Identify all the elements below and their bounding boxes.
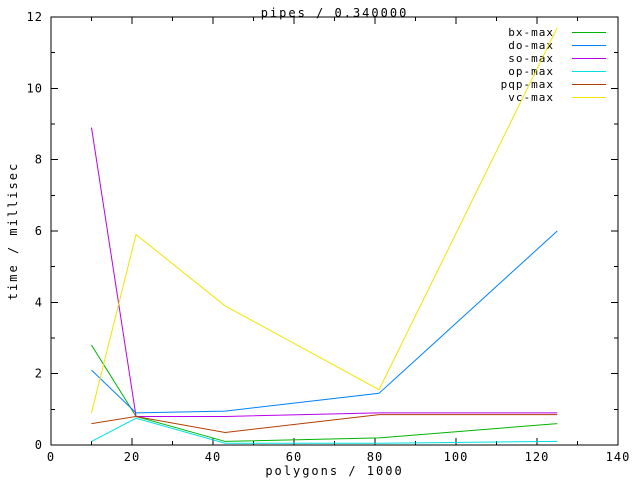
legend-swatch-op-max bbox=[572, 71, 606, 72]
legend-swatch-pqp-max bbox=[572, 84, 606, 85]
legend-row-bx-max: bx-max bbox=[501, 26, 606, 39]
legend-label-op-max: op-max bbox=[508, 65, 554, 78]
legend-label-so-max: so-max bbox=[508, 52, 554, 65]
x-tick-label: 100 bbox=[444, 450, 469, 464]
legend-swatch-vc-max bbox=[572, 97, 606, 98]
legend-label-vc-max: vc-max bbox=[508, 91, 554, 104]
y-tick-label: 4 bbox=[35, 295, 43, 309]
x-tick-label: 20 bbox=[124, 450, 140, 464]
y-tick-label: 2 bbox=[35, 367, 43, 381]
series-line-pqp-max bbox=[91, 414, 558, 434]
x-axis-label: polygons / 1000 bbox=[265, 464, 404, 478]
x-tick-label: 40 bbox=[205, 450, 221, 464]
legend-label-bx-max: bx-max bbox=[508, 26, 554, 39]
legend-swatch-bx-max bbox=[572, 32, 606, 33]
x-tick-label: 0 bbox=[47, 450, 55, 464]
y-tick-label: 8 bbox=[35, 153, 43, 167]
legend-label-do-max: do-max bbox=[508, 39, 554, 52]
y-tick-label: 6 bbox=[35, 224, 43, 238]
y-tick-label: 10 bbox=[27, 81, 43, 95]
chart-title: pipes / 0.340000 bbox=[260, 6, 409, 20]
legend-swatch-do-max bbox=[572, 45, 606, 46]
series-line-op-max bbox=[91, 417, 558, 444]
series-line-so-max bbox=[91, 127, 558, 417]
series-line-bx-max bbox=[91, 344, 558, 442]
series-lines bbox=[91, 27, 558, 444]
legend-label-pqp-max: pqp-max bbox=[500, 78, 554, 91]
y-axis-label: time / millisec bbox=[6, 161, 20, 301]
legend-row-so-max: so-max bbox=[501, 52, 606, 65]
y-tick-label: 12 bbox=[27, 10, 43, 24]
series-line-vc-max bbox=[91, 27, 558, 414]
y-tick-label: 0 bbox=[35, 438, 43, 452]
x-tick-label: 60 bbox=[286, 450, 302, 464]
legend-row-vc-max: vc-max bbox=[501, 91, 606, 104]
legend: bx-max do-max so-max op-max pqp-max vc-max bbox=[501, 26, 606, 104]
series-line-do-max bbox=[91, 230, 558, 414]
legend-row-op-max: op-max bbox=[501, 65, 606, 78]
x-tick-label: 140 bbox=[606, 450, 631, 464]
x-tick-label: 120 bbox=[525, 450, 550, 464]
legend-swatch-so-max bbox=[572, 58, 606, 59]
legend-row-do-max: do-max bbox=[501, 39, 606, 52]
x-tick-label: 80 bbox=[367, 450, 383, 464]
legend-row-pqp-max: pqp-max bbox=[501, 78, 606, 91]
